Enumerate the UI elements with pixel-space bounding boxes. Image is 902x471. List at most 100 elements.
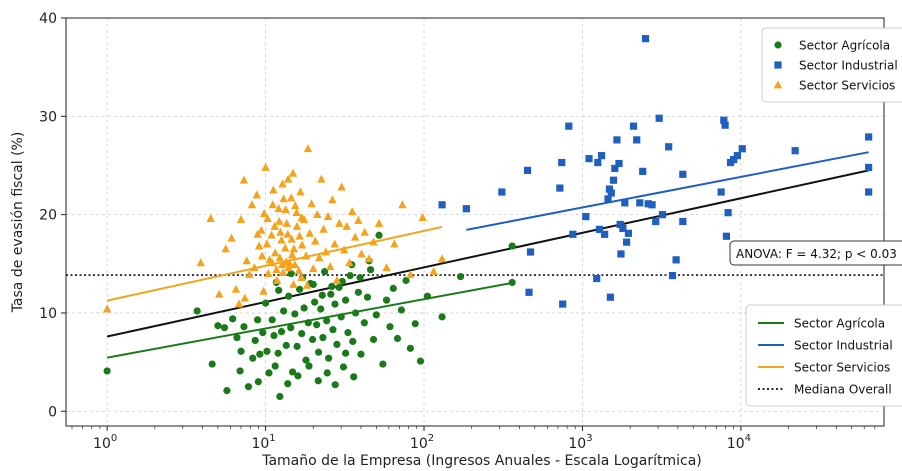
agricola-point [280,307,288,315]
agricola-point [318,291,326,299]
agricola-point [344,329,352,337]
servicios-point [307,199,316,208]
servicios-point [294,266,303,275]
servicios-point [335,218,344,227]
industrial-point [624,229,633,237]
legend-label: Sector Servicios [794,361,890,375]
industrial-point [569,230,577,238]
servicios-point [292,221,302,230]
servicios-point [247,200,257,209]
servicios-point [364,254,374,263]
servicios-point [284,174,293,183]
legend-label: Sector Industrial [799,59,898,73]
servicios-point [282,257,291,266]
servicios-point [398,200,407,209]
agricola-point [270,331,278,340]
agricola-point [360,319,368,327]
x-tick-label: 101 [251,433,275,452]
servicios-point [283,229,292,238]
legend-marker [774,61,782,69]
servicios-point [257,251,267,260]
industrial-point [595,225,604,233]
agricola-point [335,283,343,291]
industrial-point [597,152,606,160]
agricola-point [236,367,244,375]
industrial-point [616,220,624,229]
agricola-point [372,311,380,319]
servicios-point [270,248,280,257]
servicios-point [291,201,300,210]
industrial-point [791,147,799,155]
servicios-point [321,247,331,256]
trend-line [466,151,869,231]
tick-labels: 0 10 20 30 40 100 101 102 103 104 [39,11,876,452]
legend-box [761,27,902,103]
agricola-point [369,335,378,344]
axes-frame [65,17,885,427]
agricola-point [389,284,397,292]
servicios-point [281,243,290,252]
industrial-point [724,209,732,217]
industrial-point [619,224,627,232]
industrial-point [679,217,687,226]
servicios-point [302,280,312,289]
agricola-point [287,270,295,278]
y-tick-label: 20 [39,208,57,224]
industrial-point [609,176,618,184]
agricola-point [366,266,375,274]
anova-text: ANOVA: F = 4.32; p < 0.03 [736,247,897,261]
agricola-point [456,272,465,281]
servicios-point [351,232,360,241]
servicios-point [274,204,283,213]
industrial-point [738,145,746,153]
agricola-point [304,319,312,327]
servicios-point [289,244,299,253]
industrial-point [865,163,873,172]
agricola-point [237,347,245,355]
agricola-point [323,369,331,377]
industrial-point [672,256,680,264]
agricola-point [285,292,293,300]
servicios-point [303,144,313,153]
servicios-point [297,240,307,249]
agricola-point [300,304,308,312]
servicios-point [227,233,236,242]
servicios-point [284,263,293,272]
servicios-point [263,213,272,222]
agricola-point [254,378,262,386]
agricola-point [313,321,321,329]
industrial-point [648,201,656,209]
servicios-point [234,299,244,308]
servicios-point [275,253,285,262]
agricola-point [329,326,337,334]
servicios-point [292,208,301,217]
servicios-point [309,264,318,273]
servicios-point [276,227,285,236]
servicios-point [326,262,335,271]
x-tick-label: 103 [568,433,592,452]
agricola-point [208,360,216,368]
agricola-point [354,288,362,296]
agricola-point [291,310,299,318]
servicios-point [297,212,306,221]
servicios-point [287,234,296,243]
agricola-point [508,278,516,287]
industrial-point [556,184,564,192]
servicios-point [282,218,291,227]
servicios-point [259,209,269,218]
agricola-point [352,309,360,317]
industrial-point [655,114,663,122]
industrial-point [601,230,609,238]
agricola-point [350,373,358,381]
servicios-point [257,225,266,234]
servicios-point [337,182,346,191]
agricola-point [323,317,331,325]
agricola-point [220,324,229,332]
x-tick-label: 102 [410,433,434,452]
industrial-point [679,170,687,178]
industrial-point [611,164,619,173]
grid [66,17,884,426]
agricola-point [356,273,364,282]
industrial-point [526,248,535,256]
agricola-point [288,368,297,376]
